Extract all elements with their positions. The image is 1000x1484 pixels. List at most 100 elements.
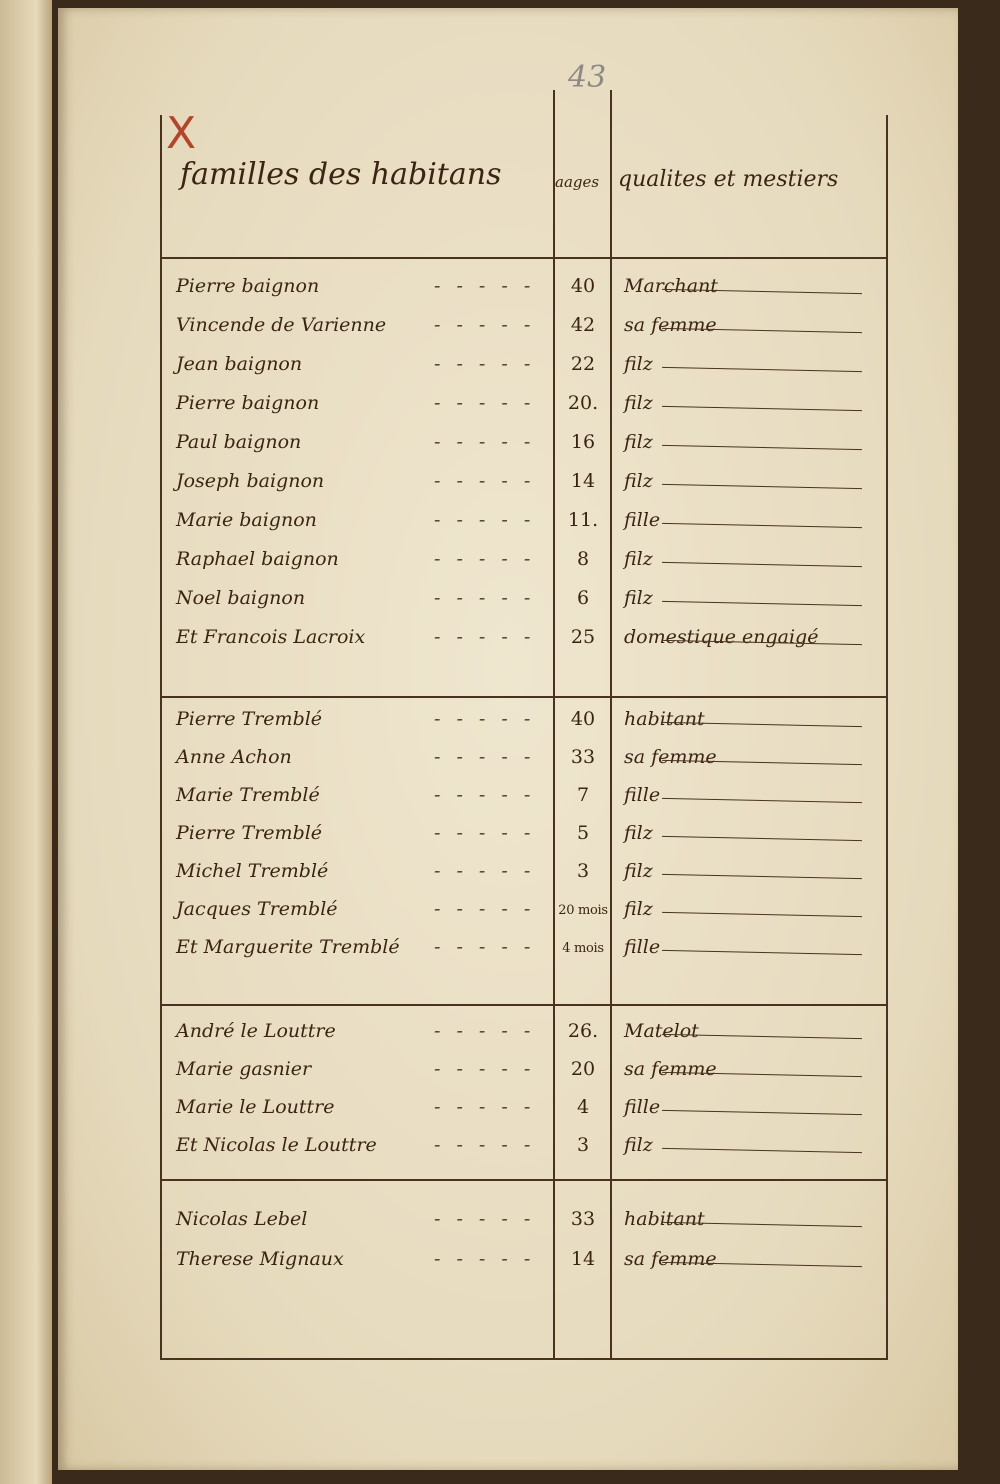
person-age: 26. — [567, 1020, 599, 1042]
person-role: Matelot — [624, 1020, 699, 1042]
person-name: Therese Mignaux — [176, 1248, 344, 1270]
person-name: Nicolas Lebel — [176, 1208, 308, 1230]
person-age: 3 — [576, 860, 590, 882]
leader-dots: - - - - - — [434, 898, 536, 920]
person-age: 40 — [570, 708, 596, 730]
table-row: Vincende de Varienne - - - - - 42 sa femme — [162, 306, 886, 345]
person-role: filz — [624, 353, 653, 375]
person-role: sa femme — [624, 314, 717, 336]
leader-dots: - - - - - — [434, 275, 536, 297]
person-name: Et Nicolas le Louttre — [176, 1134, 377, 1156]
person-name: Pierre Tremblé — [176, 822, 323, 844]
role-flourish-line — [662, 405, 862, 412]
census-table: familles des habitans aages qualites et … — [160, 90, 888, 1360]
leader-dots: - - - - - — [434, 1134, 536, 1156]
leader-dots: - - - - - — [434, 1020, 536, 1042]
person-age: 42 — [570, 314, 596, 336]
person-age: 33 — [570, 746, 596, 768]
table-row: Anne Achon - - - - - 33 sa femme — [162, 738, 886, 776]
person-role: habitant — [624, 1208, 705, 1230]
person-age: 4 mois — [562, 941, 604, 956]
leader-dots: - - - - - — [434, 860, 536, 882]
role-flourish-line — [662, 911, 862, 918]
person-age: 7 — [576, 784, 590, 806]
person-name: Pierre Tremblé — [176, 708, 323, 730]
role-flourish-line — [662, 366, 862, 373]
person-age: 20. — [567, 392, 599, 414]
person-role: fille — [624, 509, 661, 531]
person-age: 40 — [570, 275, 596, 297]
person-name: Anne Achon — [176, 746, 292, 768]
role-flourish-line — [662, 483, 862, 490]
person-role: Marchant — [624, 275, 718, 297]
person-name: Marie baignon — [176, 509, 317, 531]
person-name: Et Francois Lacroix — [176, 626, 366, 648]
leader-dots: - - - - - — [434, 392, 536, 414]
role-flourish-line — [662, 561, 862, 568]
leader-dots: - - - - - — [434, 1208, 536, 1230]
person-name: Marie le Louttre — [176, 1096, 335, 1118]
leader-dots: - - - - - — [434, 353, 536, 375]
person-name: Vincende de Varienne — [176, 314, 387, 336]
person-role: sa femme — [624, 746, 717, 768]
table-row: Therese Mignaux - - - - - 14 sa femme — [162, 1240, 886, 1280]
group-divider — [160, 1179, 888, 1181]
header-name: familles des habitans — [180, 157, 502, 192]
role-flourish-line — [662, 949, 862, 956]
person-age: 14 — [570, 470, 596, 492]
person-role: fille — [624, 784, 661, 806]
person-role: filz — [624, 392, 653, 414]
margin-mark: X — [166, 108, 197, 159]
person-age: 22 — [570, 353, 596, 375]
person-role: habitant — [624, 708, 705, 730]
table-row: Pierre Tremblé - - - - - 5 filz — [162, 814, 886, 852]
household-group: Pierre baignon - - - - - 40 Marchant Vincend… — [162, 267, 886, 657]
table-row: Pierre baignon - - - - - 20. filz — [162, 384, 886, 423]
person-role: sa femme — [624, 1248, 717, 1270]
person-age: 20 — [570, 1058, 596, 1080]
person-name: Michel Tremblé — [176, 860, 329, 882]
leader-dots: - - - - - — [434, 784, 536, 806]
table-row: Raphael baignon - - - - - 8 filz — [162, 540, 886, 579]
role-flourish-line — [662, 835, 862, 842]
table-row: Jacques Tremblé - - - - - 20 mois filz — [162, 890, 886, 928]
person-role: filz — [624, 822, 653, 844]
table-row: Marie baignon - - - - - 11. fille — [162, 501, 886, 540]
table-row: Michel Tremblé - - - - - 3 filz — [162, 852, 886, 890]
person-role: sa femme — [624, 1058, 717, 1080]
person-role: fille — [624, 1096, 661, 1118]
leader-dots: - - - - - — [434, 822, 536, 844]
person-role: filz — [624, 898, 653, 920]
table-row: Marie le Louttre - - - - - 4 fille — [162, 1088, 886, 1126]
column-divider — [553, 90, 555, 1358]
leader-dots: - - - - - — [434, 1058, 536, 1080]
person-name: Raphael baignon — [176, 548, 339, 570]
table-row: André le Louttre - - - - - 26. Matelot — [162, 1012, 886, 1050]
table-row: Nicolas Lebel - - - - - 33 habitant — [162, 1200, 886, 1240]
table-row: Et Marguerite Tremblé - - - - - 4 mois fill… — [162, 928, 886, 966]
person-role: filz — [624, 431, 653, 453]
table-row: Marie gasnier - - - - - 20 sa femme — [162, 1050, 886, 1088]
group-divider — [160, 1004, 888, 1006]
header-age: aages — [555, 173, 600, 191]
leader-dots: - - - - - — [434, 509, 536, 531]
person-name: Et Marguerite Tremblé — [176, 936, 400, 958]
manuscript-page: 4 3 X — [58, 8, 958, 1470]
person-role: filz — [624, 548, 653, 570]
table-row: Paul baignon - - - - - 16 filz — [162, 423, 886, 462]
table-row: Et Nicolas le Louttre - - - - - 3 filz — [162, 1126, 886, 1164]
table-row: Et Francois Lacroix - - - - - 25 domestique… — [162, 618, 886, 657]
person-role: domestique engaigé — [624, 626, 819, 648]
person-name: Jean baignon — [176, 353, 303, 375]
leader-dots: - - - - - — [434, 936, 536, 958]
person-name: Marie Tremblé — [176, 784, 320, 806]
person-age: 33 — [570, 1208, 596, 1230]
household-group: André le Louttre - - - - - 26. Matelot Marie… — [162, 1012, 886, 1164]
leader-dots: - - - - - — [434, 470, 536, 492]
person-age: 8 — [576, 548, 590, 570]
table-row: Joseph baignon - - - - - 14 filz — [162, 462, 886, 501]
person-age: 4 — [576, 1096, 590, 1118]
person-name: Pierre baignon — [176, 392, 320, 414]
role-flourish-line — [662, 522, 862, 529]
leader-dots: - - - - - — [434, 548, 536, 570]
